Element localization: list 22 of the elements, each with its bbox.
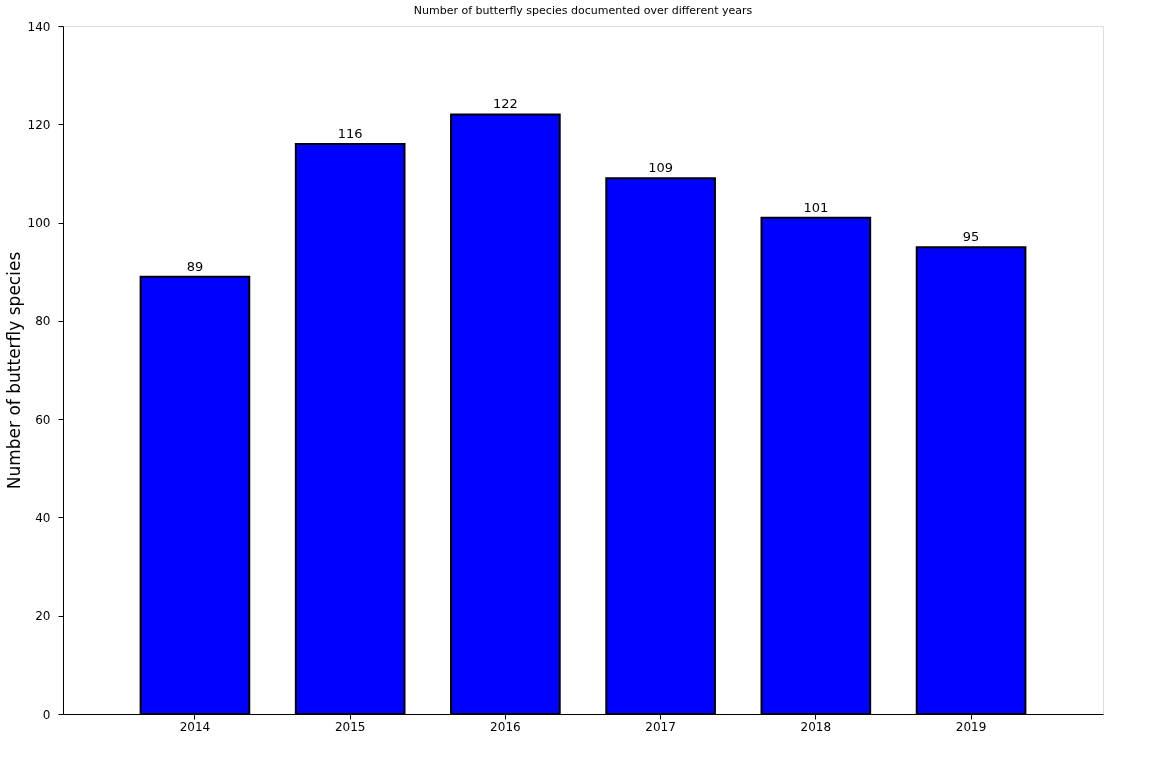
y-tick-label: 40 bbox=[35, 510, 51, 525]
data-label: 109 bbox=[648, 160, 674, 176]
y-tick-label: 120 bbox=[27, 117, 51, 132]
y-tick-label: 0 bbox=[42, 707, 51, 722]
x-tick-label: 2014 bbox=[179, 719, 211, 734]
data-label: 89 bbox=[186, 258, 204, 274]
data-label: 116 bbox=[337, 125, 363, 141]
x-tick-label: 2016 bbox=[490, 719, 521, 734]
y-tick-label: 20 bbox=[35, 609, 51, 624]
x-tick-label: 2015 bbox=[334, 719, 366, 734]
y-axis-title: Number of butterfly species bbox=[3, 251, 24, 490]
y-tick-label: 100 bbox=[27, 216, 51, 231]
x-tick-label: 2018 bbox=[800, 719, 832, 734]
x-tick-label: 2017 bbox=[645, 719, 676, 734]
data-label: 95 bbox=[962, 229, 980, 245]
data-label: 101 bbox=[803, 199, 829, 215]
chart-title: Number of butterfly species documented over different years bbox=[413, 4, 753, 17]
x-tick-label: 2019 bbox=[955, 719, 987, 734]
y-tick-label: 140 bbox=[27, 19, 51, 34]
y-tick-label: 80 bbox=[35, 314, 51, 329]
y-tick-label: 60 bbox=[35, 412, 51, 427]
data-label: 122 bbox=[492, 96, 518, 112]
